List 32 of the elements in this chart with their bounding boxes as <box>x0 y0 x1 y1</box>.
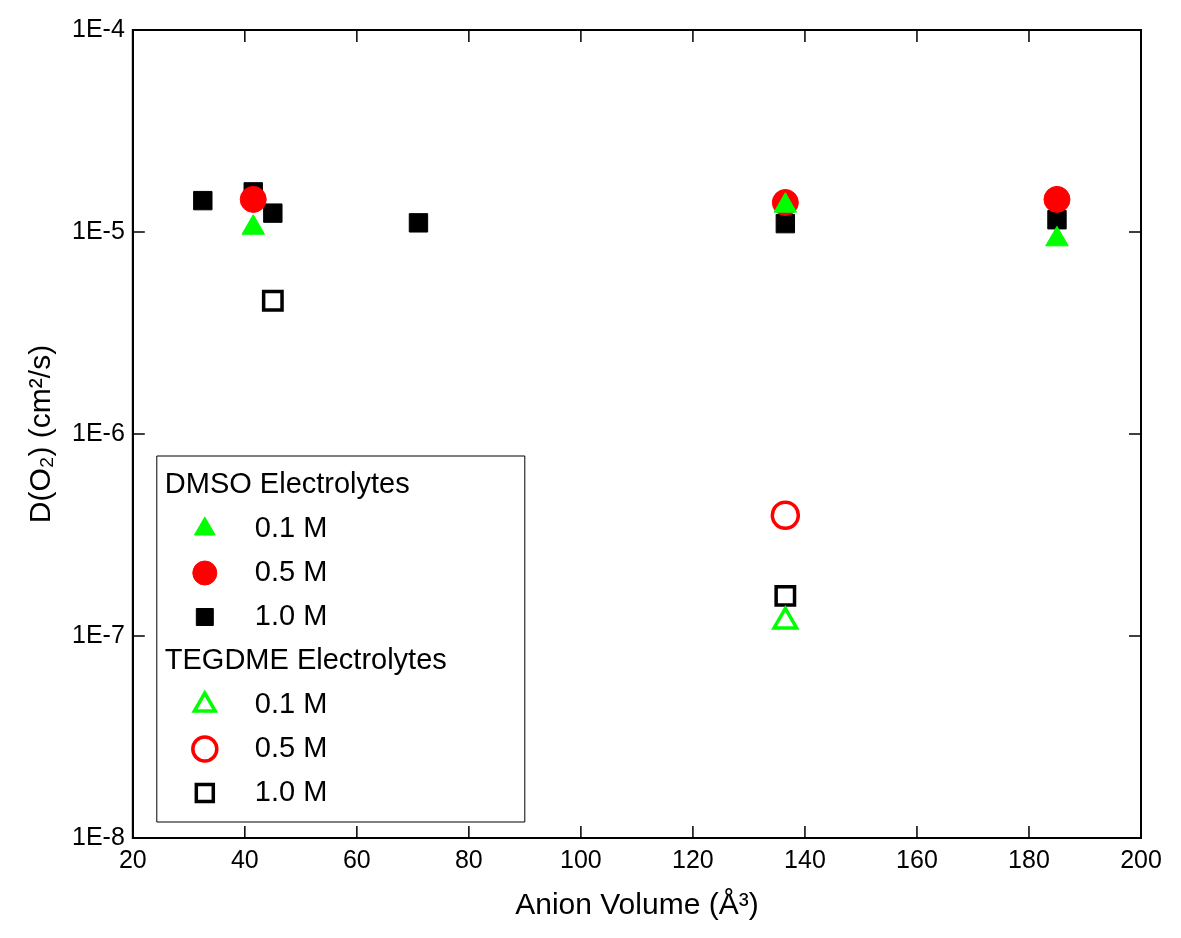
legend-label: 1.0 M <box>254 599 328 631</box>
legend-title: DMSO Electrolytes <box>164 467 410 499</box>
point <box>770 500 801 531</box>
x-tick-label: 60 <box>342 844 371 873</box>
point <box>263 203 283 223</box>
y-tick-label: 1E-4 <box>72 13 125 42</box>
legend-label: 0.1 M <box>254 511 328 543</box>
point <box>1043 185 1071 213</box>
point <box>774 584 797 607</box>
y-axis-title: D(O₂) (cm²/s) <box>23 344 57 524</box>
x-axis-title: Anion Volume (Å³) <box>515 887 759 921</box>
x-tick-label: 180 <box>1008 844 1050 873</box>
point <box>261 289 284 312</box>
legend-label: 1.0 M <box>254 775 328 807</box>
y-tick-label: 1E-7 <box>72 619 125 648</box>
x-tick-label: 140 <box>784 844 826 873</box>
legend-label: 0.5 M <box>254 731 328 763</box>
x-tick-label: 160 <box>896 844 938 873</box>
annotation: TEGDME Electrolytes <box>164 643 447 675</box>
x-tick-label: 100 <box>560 844 602 873</box>
legend-label: 0.5 M <box>254 555 328 587</box>
x-tick-label: 40 <box>230 844 259 873</box>
legend-label: 0.1 M <box>254 687 328 719</box>
x-tick-label: 120 <box>672 844 714 873</box>
point <box>193 190 213 211</box>
x-tick-label: 200 <box>1120 844 1162 873</box>
point <box>775 213 796 234</box>
y-tick-label: 1E-5 <box>72 215 125 244</box>
x-tick-label: 80 <box>454 844 483 873</box>
y-tick-label: 1E-6 <box>72 417 125 446</box>
point <box>408 213 429 233</box>
point <box>239 185 267 213</box>
